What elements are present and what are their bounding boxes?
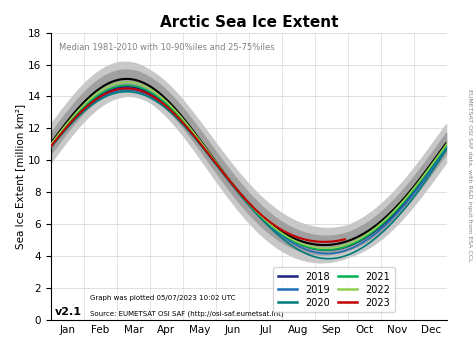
Text: Median 1981-2010 with 10-90%iles and 25-75%iles: Median 1981-2010 with 10-90%iles and 25-…	[59, 43, 274, 51]
Text: v2.1: v2.1	[55, 307, 82, 317]
Title: Arctic Sea Ice Extent: Arctic Sea Ice Extent	[160, 15, 338, 30]
Legend: 2018, 2019, 2020, 2021, 2022, 2023: 2018, 2019, 2020, 2021, 2022, 2023	[273, 267, 395, 313]
Text: EUMETSAT OSI SAF data, with R&D input from ESA CCL: EUMETSAT OSI SAF data, with R&D input fr…	[466, 89, 472, 261]
Y-axis label: Sea Ice Extent [million km²]: Sea Ice Extent [million km²]	[15, 104, 25, 249]
Text: Source: EUMETSAT OSI SAF (http://osi-saf.eumetsat.int): Source: EUMETSAT OSI SAF (http://osi-saf…	[91, 311, 284, 317]
Text: Graph was plotted 05/07/2023 10:02 UTC: Graph was plotted 05/07/2023 10:02 UTC	[91, 295, 236, 301]
